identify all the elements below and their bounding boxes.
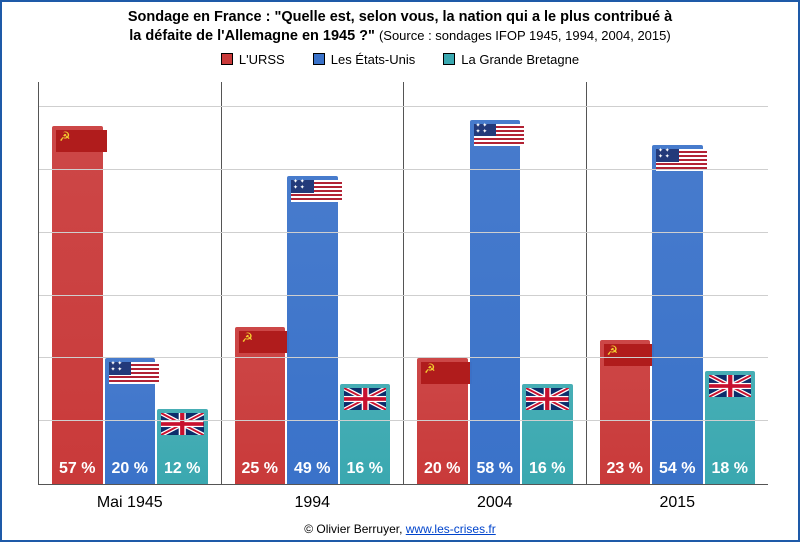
bar-us: 20 % [105,358,156,484]
bar-us: 54 % [652,145,703,484]
bar-groups-container: 57 %20 % 12 %Mai 194525 %49 % 16 %199420… [39,82,768,484]
bar-us: 49 % [287,176,338,484]
ussr-flag-icon [239,331,290,353]
category-label: 1994 [222,484,404,512]
gridline [39,295,768,296]
bar-ussr: 57 % [52,126,103,484]
legend-swatch-ussr [221,53,233,65]
category-label: Mai 1945 [39,484,221,512]
credit: © Olivier Berruyer, www.les-crises.fr [2,522,798,536]
legend-item-uk: La Grande Bretagne [443,52,579,67]
bar-value-label: 20 % [105,460,156,478]
bar-value-label: 16 % [522,460,573,478]
legend-label-ussr: L'URSS [239,52,285,67]
bar-set: 20 %58 % 16 % [404,82,586,484]
gridline [39,169,768,170]
category-label: 2015 [587,484,769,512]
uk-flag-icon [526,388,569,410]
gridline [39,106,768,107]
legend: L'URSS Les États-Unis La Grande Bretagne [2,52,798,67]
plot-area: 57 %20 % 12 %Mai 194525 %49 % 16 %199420… [38,82,768,485]
bar-value-label: 18 % [705,460,756,478]
legend-label-uk: La Grande Bretagne [461,52,579,67]
bar-uk: 16 % [522,384,573,485]
legend-item-us: Les États-Unis [313,52,416,67]
us-flag-icon [474,124,525,146]
uk-flag-icon [344,388,387,410]
ussr-flag-icon [604,344,655,366]
chart-title: Sondage en France : "Quelle est, selon v… [2,2,798,46]
bar-ussr: 23 % [600,340,651,484]
bar-value-label: 25 % [235,460,286,478]
bar-uk: 16 % [340,384,391,485]
us-flag-icon [109,362,160,384]
bar-value-label: 49 % [287,460,338,478]
us-flag-icon [656,149,707,171]
credit-link[interactable]: www.les-crises.fr [406,522,496,536]
chart-frame: Sondage en France : "Quelle est, selon v… [0,0,800,542]
bar-set: 25 %49 % 16 % [222,82,404,484]
bar-value-label: 57 % [52,460,103,478]
title-line2: la défaite de l'Allemagne en 1945 ?" [129,28,375,44]
bar-set: 23 %54 % 18 % [587,82,769,484]
bar-value-label: 54 % [652,460,703,478]
legend-item-ussr: L'URSS [221,52,285,67]
bar-value-label: 20 % [417,460,468,478]
bar-value-label: 58 % [470,460,521,478]
title-line1: Sondage en France : "Quelle est, selon v… [128,9,672,25]
legend-swatch-us [313,53,325,65]
gridline [39,232,768,233]
bar-value-label: 12 % [157,460,208,478]
gridline [39,420,768,421]
ussr-flag-icon [56,130,107,152]
bar-value-label: 16 % [340,460,391,478]
bar-ussr: 20 % [417,358,468,484]
bar-ussr: 25 % [235,327,286,484]
uk-flag-icon [161,413,204,435]
title-source: (Source : sondages IFOP 1945, 1994, 2004… [379,28,671,43]
legend-swatch-uk [443,53,455,65]
bar-set: 57 %20 % 12 % [39,82,221,484]
us-flag-icon [291,180,342,202]
bar-group: 23 %54 % 18 %2015 [587,82,769,484]
bar-uk: 18 % [705,371,756,484]
credit-text: © Olivier Berruyer, [304,522,406,536]
gridline [39,357,768,358]
bar-us: 58 % [470,120,521,484]
legend-label-us: Les États-Unis [331,52,416,67]
uk-flag-icon [709,375,752,397]
bar-value-label: 23 % [600,460,651,478]
bar-group: 25 %49 % 16 %1994 [222,82,405,484]
category-label: 2004 [404,484,586,512]
bar-group: 57 %20 % 12 %Mai 1945 [39,82,222,484]
ussr-flag-icon [421,362,472,384]
bar-group: 20 %58 % 16 %2004 [404,82,587,484]
